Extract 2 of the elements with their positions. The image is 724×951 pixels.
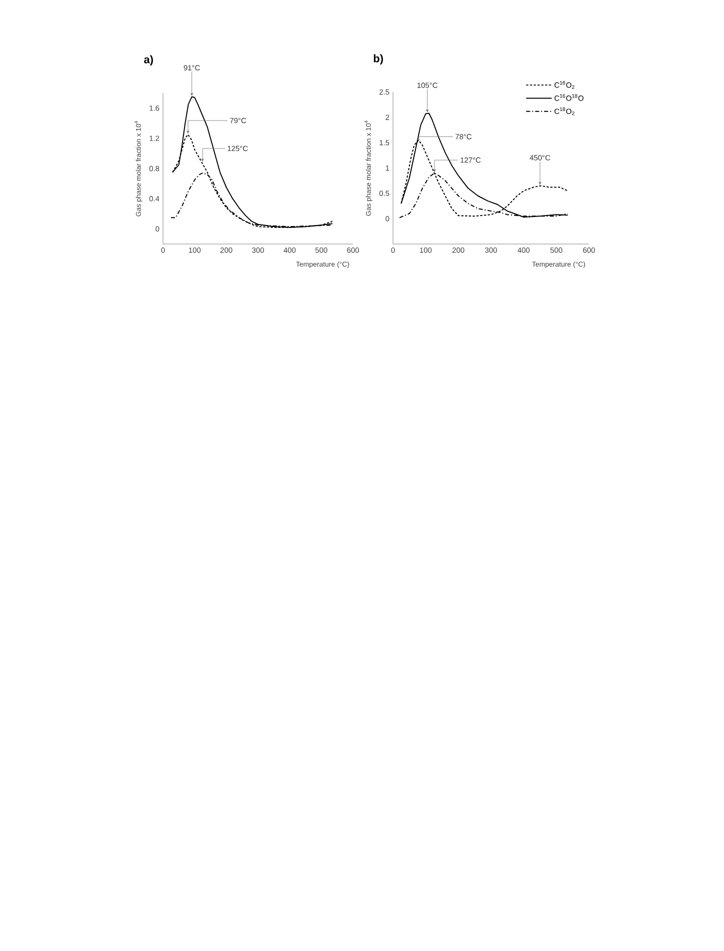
chart-title: a) bbox=[144, 55, 153, 66]
chart-title: b) bbox=[374, 54, 383, 64]
